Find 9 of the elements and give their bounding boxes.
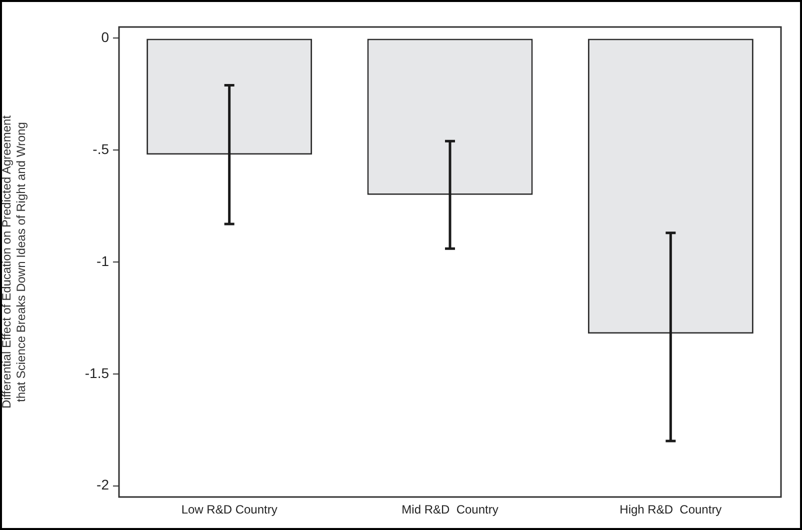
y-tick-label: -.5 <box>92 140 110 157</box>
y-tick-label: -2 <box>96 476 110 493</box>
y-tick-label: -1.5 <box>84 364 110 381</box>
x-tick-label: Mid R&D Country <box>402 502 498 517</box>
y-axis-title: Differential Effect of Education on Predicted Agreement that Science Breaks Down Ideas of Right and Wrong <box>0 114 28 409</box>
x-tick-label: High R&D Country <box>620 502 722 517</box>
x-tick-label: Low R&D Country <box>181 502 278 517</box>
y-tick-label: 0 <box>101 29 110 46</box>
y-tick-label: -1 <box>96 252 110 269</box>
